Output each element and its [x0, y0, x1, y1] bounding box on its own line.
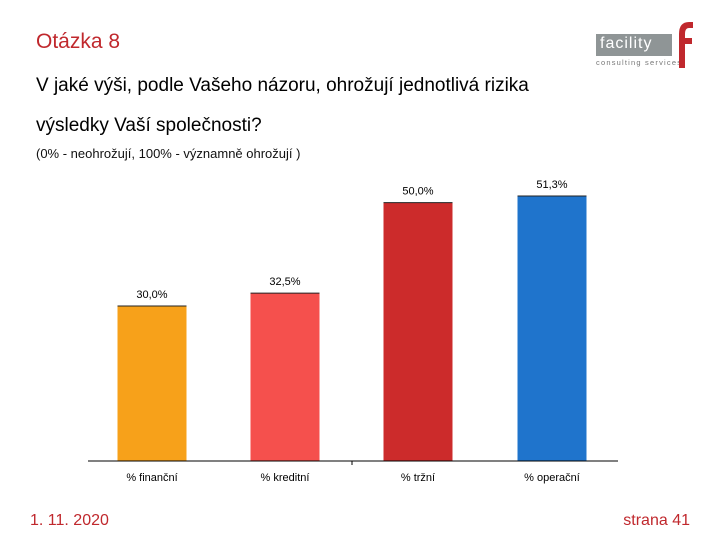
bar-4	[517, 195, 587, 461]
footer-date: 1. 11. 2020	[30, 512, 109, 529]
bar-1	[117, 306, 187, 461]
logo-word: facility	[600, 35, 653, 52]
data-label: 51,3%	[536, 179, 567, 191]
logo-box	[596, 34, 672, 56]
category-label: % operační	[524, 472, 580, 484]
bar-2	[250, 293, 320, 461]
slide-title: Otázka 8	[36, 30, 121, 53]
footer-page-number: strana 41	[623, 512, 690, 529]
category-label: % finanční	[126, 472, 177, 484]
scale-note: (0% - neohrožují, 100% - významně ohrožu…	[36, 146, 301, 161]
data-label: 50,0%	[402, 186, 433, 198]
logo-subtitle: consulting services	[596, 58, 683, 67]
logo-f-icon	[679, 22, 693, 68]
data-label: 30,0%	[136, 289, 167, 301]
facility-logo: facility consulting services	[596, 20, 696, 70]
data-label: 32,5%	[269, 276, 300, 288]
category-label: % kreditní	[261, 472, 310, 484]
bar-3	[383, 202, 453, 461]
category-label: % tržní	[401, 472, 435, 484]
question-text: V jaké výši, podle Vašeho názoru, ohrožu…	[36, 75, 529, 136]
